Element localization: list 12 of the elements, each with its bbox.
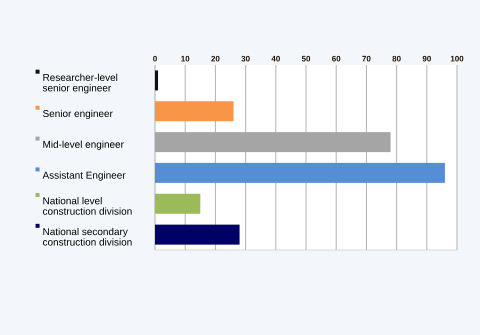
bar xyxy=(155,224,240,245)
bar xyxy=(155,162,445,183)
y-tick-label: Senior engineer xyxy=(43,110,113,120)
y-tick-label: Researcher-level senior engineer xyxy=(42,74,118,94)
y-tick-label: Assistant Engineer xyxy=(42,171,126,181)
bar xyxy=(155,101,234,122)
bar xyxy=(155,132,391,152)
bar xyxy=(155,70,158,90)
y-tick-label: National level construction division xyxy=(42,197,132,215)
y-tick-label: National secondary construction division xyxy=(42,228,132,246)
y-tick-label: Mid-level engineer xyxy=(43,140,124,150)
bar xyxy=(155,194,200,214)
